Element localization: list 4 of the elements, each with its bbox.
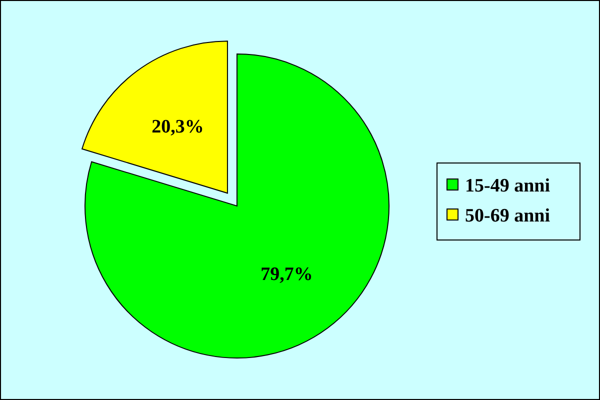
- legend-label: 50-69 anni: [465, 206, 550, 227]
- data-label: 79,7%: [260, 264, 313, 285]
- legend-label: 15-49 anni: [465, 176, 550, 197]
- data-label: 20,3%: [152, 116, 204, 138]
